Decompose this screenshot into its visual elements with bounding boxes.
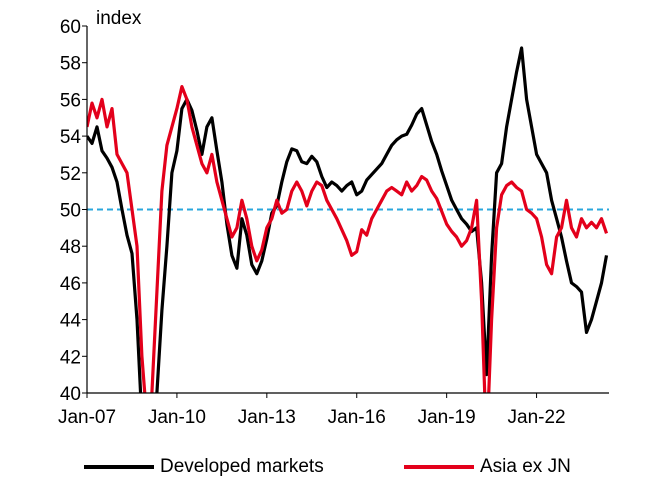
y-tick-label: 58	[60, 54, 81, 75]
x-tick-label: Jan-16	[328, 407, 386, 428]
x-tick-label: Jan-07	[58, 407, 116, 428]
y-tick-label: 40	[60, 384, 81, 405]
y-tick-label: 56	[60, 90, 81, 111]
series-lines	[87, 46, 609, 393]
x-axis-ticks: Jan-07 Jan-10 Jan-13 Jan-16 Jan-19 Jan-22	[58, 393, 566, 428]
y-tick-label: 52	[60, 164, 81, 185]
x-tick-label: Jan-22	[508, 407, 566, 428]
y-tick-label: 46	[60, 274, 81, 295]
legend-label-asia-ex-jn: Asia ex JN	[480, 456, 571, 477]
y-axis-ticks: 40 42 44 46 48 50 52 54 56 58 60	[60, 17, 87, 405]
y-tick-label: 54	[60, 127, 82, 148]
y-tick-label: 42	[60, 347, 81, 368]
chart: index 40 42 44 46 48 50 52 54 56 58 60 Jan-07 Jan-1…	[58, 8, 609, 428]
legend-label-developed-markets: Developed markets	[160, 456, 324, 477]
y-tick-label: 44	[60, 311, 82, 332]
x-tick-label: Jan-13	[238, 407, 296, 428]
x-tick-label: Jan-10	[148, 407, 206, 428]
legend-swatch-developed-markets	[84, 465, 154, 469]
y-tick-label: 50	[60, 201, 81, 222]
legend-item-developed-markets: Developed markets	[84, 456, 324, 478]
series-line-asia-ex-jn	[87, 85, 609, 393]
y-tick-label: 48	[60, 237, 81, 258]
legend-swatch-asia-ex-jn	[404, 465, 474, 469]
axes	[86, 26, 609, 394]
y-axis-label: index	[96, 8, 142, 29]
x-tick-label: Jan-19	[418, 407, 476, 428]
legend-item-asia-ex-jn: Asia ex JN	[404, 456, 571, 478]
series-line-developed-markets	[87, 46, 609, 393]
y-tick-label: 60	[60, 17, 81, 38]
legend: Developed markets Asia ex JN	[0, 456, 664, 490]
